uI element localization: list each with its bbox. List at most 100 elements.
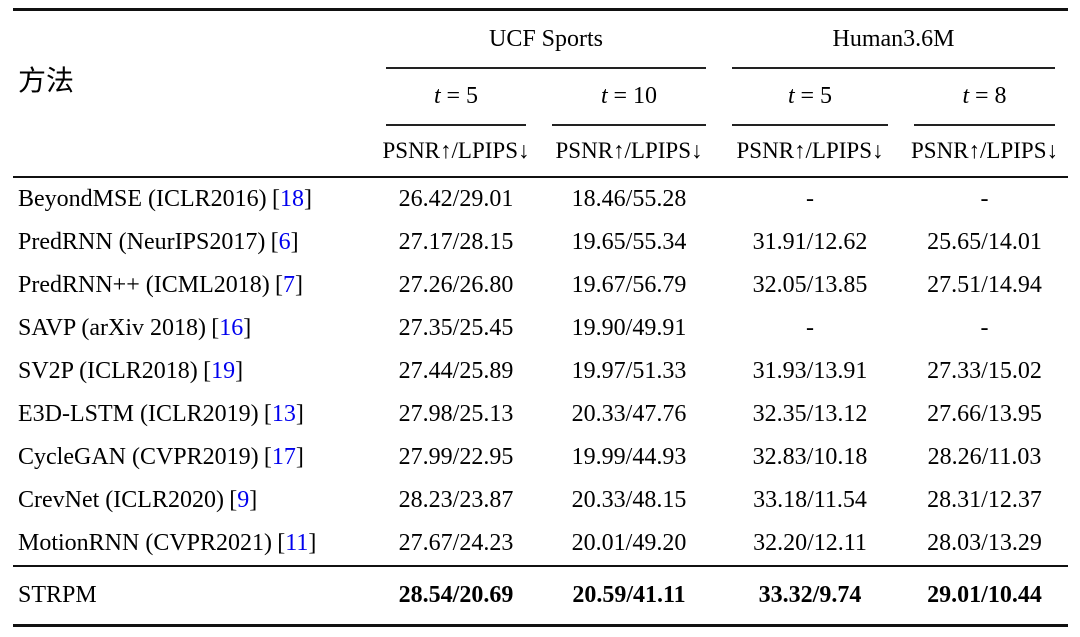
- value-cell: 33.32/9.74: [719, 565, 902, 626]
- cmidrule-human36m: [732, 67, 1056, 69]
- t-value: = 8: [974, 83, 1007, 109]
- citation-link[interactable]: 7: [282, 272, 295, 298]
- table-row: PredRNN (NeurIPS2017) [6] 27.17/28.15 19.…: [13, 221, 1068, 264]
- cmidrule-human-t5: [732, 124, 889, 126]
- group-header-row: 方法 UCF Sports Human3.6M: [13, 9, 1068, 178]
- value-cell: 20.59/41.11: [539, 565, 720, 626]
- citation-link[interactable]: 17: [271, 444, 296, 470]
- method-cell: SV2P (ICLR2018) [19]: [13, 350, 373, 393]
- value-cell: 32.35/13.12: [752, 401, 868, 427]
- t-variable: t: [434, 83, 441, 109]
- t-value: = 5: [800, 83, 832, 109]
- method-cell: PredRNN (NeurIPS2017) [6]: [13, 221, 373, 264]
- value-cell: 28.31/12.37: [927, 487, 1042, 513]
- table-row: SV2P (ICLR2018) [19] 27.44/25.89 19.97/51…: [13, 350, 1068, 393]
- value-cell: 31.91/12.62: [752, 229, 868, 255]
- value-cell: 19.99/44.93: [571, 444, 687, 470]
- citation-bracket: [: [271, 186, 280, 212]
- value-cell: 28.03/13.29: [927, 530, 1042, 556]
- citation-bracket: [: [274, 272, 283, 298]
- results-table-wrapper: 方法 UCF Sports Human3.6M t = 5: [13, 8, 1069, 627]
- value-cell: 19.65/55.34: [571, 229, 687, 255]
- method-cell: SAVP (arXiv 2018) [16]: [13, 307, 373, 350]
- value-cell: 28.23/23.87: [398, 487, 514, 513]
- column-header-method: 方法: [13, 9, 373, 178]
- method-cell: E3D-LSTM (ICLR2019) [13]: [13, 393, 373, 436]
- table-row: CrevNet (ICLR2020) [9] 28.23/23.87 20.33/…: [13, 479, 1068, 522]
- value-cell: 20.01/49.20: [571, 530, 687, 556]
- t-variable: t: [962, 83, 970, 109]
- citation-link[interactable]: 9: [237, 487, 250, 513]
- value-cell: 32.20/12.11: [753, 530, 867, 556]
- value-cell: 27.51/14.94: [927, 272, 1042, 298]
- metric-header-ucf-t5: PSNR↑/LPIPS↓: [373, 126, 539, 178]
- citation-link[interactable]: 19: [211, 358, 236, 384]
- cmidrule-ucf-t10: [552, 124, 707, 126]
- method-name: CycleGAN (CVPR2019): [18, 444, 259, 470]
- table-row: E3D-LSTM (ICLR2019) [13] 27.98/25.13 20.3…: [13, 393, 1068, 436]
- value-cell: 20.33/48.15: [571, 487, 687, 513]
- method-name: SV2P (ICLR2018): [18, 358, 198, 384]
- value-cell: 28.26/11.03: [927, 444, 1042, 470]
- citation-bracket: ]: [295, 444, 304, 470]
- citation-link[interactable]: 13: [271, 401, 296, 427]
- value-cell: 26.42/29.01: [398, 186, 514, 212]
- citation-bracket: [: [263, 401, 272, 427]
- cmidrule-ucf-t5: [386, 124, 526, 126]
- value-cell: 33.18/11.54: [753, 487, 867, 513]
- group-label-human36m: Human3.6M: [832, 25, 955, 52]
- subheader-ucf-t5: t = 5: [373, 69, 539, 126]
- group-header-ucf-sports: UCF Sports: [373, 10, 719, 69]
- citation-link[interactable]: 18: [279, 186, 304, 212]
- value-cell: 27.44/25.89: [398, 358, 514, 384]
- citation-bracket: [: [203, 358, 212, 384]
- table-row: PredRNN++ (ICML2018) [7] 27.26/26.80 19.6…: [13, 264, 1068, 307]
- subheader-human-t8: t = 8: [901, 69, 1068, 126]
- table-row: BeyondMSE (ICLR2016) [18] 26.42/29.01 18.…: [13, 177, 1068, 221]
- value-cell: 27.66/13.95: [927, 401, 1042, 427]
- subheader-ucf-t10: t = 10: [539, 69, 719, 126]
- citation-bracket: [: [277, 530, 286, 556]
- method-name: PredRNN++ (ICML2018): [18, 272, 270, 298]
- value-cell: 28.54/20.69: [373, 565, 539, 626]
- citation-link[interactable]: 11: [285, 530, 309, 556]
- citation-bracket: ]: [295, 401, 304, 427]
- value-cell: 29.01/10.44: [901, 565, 1069, 626]
- value-cell: 27.26/26.80: [398, 272, 514, 298]
- subheader-human-t5: t = 5: [719, 69, 901, 126]
- value-cell: 27.35/25.45: [398, 315, 514, 341]
- t-variable: t: [601, 83, 608, 109]
- method-name: MotionRNN (CVPR2021): [18, 530, 273, 556]
- t-value: = 5: [446, 83, 478, 109]
- citation-link[interactable]: 16: [219, 315, 244, 341]
- citation-bracket: ]: [294, 272, 303, 298]
- value-cell: 27.17/28.15: [398, 229, 514, 255]
- value-cell: 27.98/25.13: [398, 401, 514, 427]
- value-cell: -: [980, 186, 989, 212]
- citation-bracket: ]: [235, 358, 244, 384]
- value-cell: -: [980, 315, 989, 341]
- method-name: CrevNet (ICLR2020): [18, 487, 224, 513]
- value-cell: 32.05/13.85: [752, 272, 868, 298]
- results-table: 方法 UCF Sports Human3.6M t = 5: [13, 8, 1069, 627]
- value-cell: 27.99/22.95: [398, 444, 514, 470]
- value-cell: 18.46/55.28: [571, 186, 687, 212]
- method-cell: PredRNN++ (ICML2018) [7]: [13, 264, 373, 307]
- value-cell: 25.65/14.01: [927, 229, 1042, 255]
- value-cell: 19.90/49.91: [571, 315, 687, 341]
- group-header-human36m: Human3.6M: [719, 10, 1068, 69]
- citation-link[interactable]: 6: [278, 229, 291, 255]
- metric-header-ucf-t10: PSNR↑/LPIPS↓: [539, 126, 720, 178]
- t-variable: t: [788, 83, 795, 109]
- citation-bracket: [: [270, 229, 279, 255]
- method-cell: MotionRNN (CVPR2021) [11]: [13, 522, 373, 566]
- citation-bracket: ]: [243, 315, 252, 341]
- citation-bracket: [: [211, 315, 220, 341]
- value-cell: 19.97/51.33: [571, 358, 687, 384]
- metric-header-row: PSNR↑/LPIPS↓ PSNR↑/LPIPS↓ PSNR↑/LPIPS↓ P…: [13, 126, 1069, 178]
- timestep-header-row: t = 5 t = 10 t = 5 t = 8: [13, 69, 1068, 126]
- citation-bracket: ]: [308, 530, 317, 556]
- method-name: E3D-LSTM (ICLR2019): [18, 401, 259, 427]
- metric-header-human-t5: PSNR↑/LPIPS↓: [719, 126, 902, 178]
- group-label-ucf-sports: UCF Sports: [488, 25, 604, 52]
